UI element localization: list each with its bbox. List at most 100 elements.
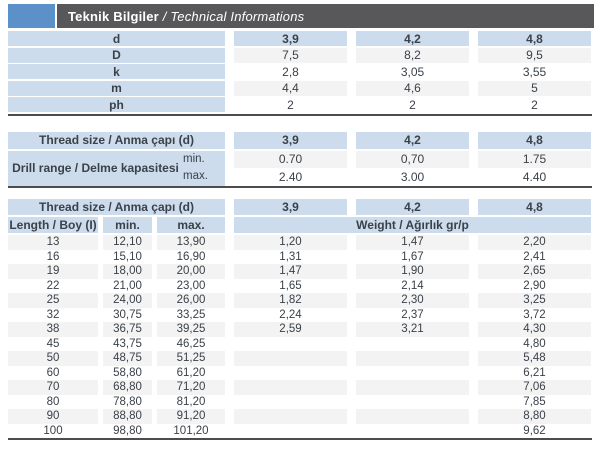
weight-cell: 2,41 [478,249,591,265]
min-label: min. [183,152,205,165]
dimension-value-cell: 9,5 [478,47,591,63]
max-cell: 71,20 [157,380,225,395]
min-cell: 88,80 [103,409,152,424]
min-cell: 18,00 [103,264,152,279]
dimension-row: k 2,8 3,05 3,55 [8,64,592,80]
min-cell: 68,80 [103,380,152,395]
weight-cell: 2,65 [478,264,591,279]
dimension-value-cell: 3,55 [478,64,591,80]
length-row: 25 24,00 26,00 1,82 2,30 3,25 [8,293,592,308]
min-cell: 15,10 [103,249,152,265]
min-cell: 12,10 [103,235,152,250]
weight-cell: 4,80 [478,336,591,352]
drill-range-label-cell: Drill range / Delme kapasitesi min. max. [8,150,225,186]
max-value-cell: 2.40 [234,168,347,186]
length-cell: 38 [8,322,98,337]
weight-cell: 3,25 [478,293,591,308]
weight-cell [356,351,469,366]
length-cell: 22 [8,278,98,294]
weight-cell: 5,48 [478,351,591,366]
length-weight-rows: 13 12,10 13,90 1,20 1,47 2,20 16 15,10 1… [0,235,600,439]
min-row: 0.70 0,70 1.75 [225,150,591,169]
size-column-header: 4,2 [356,198,469,216]
dimension-value-cell: 4,8 [478,31,591,46]
max-value-cell: 3.00 [356,168,469,186]
size-column-header: 4,2 [356,131,469,149]
weight-cell: 1,65 [234,278,347,294]
dimension-row: d 3,9 4,2 4,8 [8,31,592,46]
length-row: 16 15,10 16,90 1,31 1,67 2,41 [8,249,592,265]
min-column-header: min. [103,216,152,234]
length-row: 50 48,75 51,25 5,48 [8,351,592,366]
divider [8,438,592,441]
size-column-header: 4,8 [478,131,591,149]
dimension-value-cell: 2 [234,97,347,113]
weight-cell: 1,31 [234,249,347,265]
size-column-header: 4,8 [478,198,591,216]
weight-cell: 2,37 [356,307,469,323]
title-english: / Technical Informations [158,8,305,24]
length-row: 19 18,00 20,00 1,47 1,90 2,65 [8,264,592,279]
weight-cell [356,394,469,410]
min-cell: 58,80 [103,365,152,381]
title-turkish: Teknik Bilgiler [68,8,159,24]
max-row: 2.40 3.00 4.40 [225,168,591,186]
max-cell: 20,00 [157,264,225,279]
weight-cell: 7,85 [478,394,591,410]
drill-range-table: Thread size / Anma çapı (d) 3,9 4,2 4,8 … [0,131,600,186]
length-row: 22 21,00 23,00 1,65 2,14 2,90 [8,278,592,294]
max-cell: 61,20 [157,365,225,381]
weight-cell [234,423,347,439]
weight-cell: 2,20 [478,235,591,250]
weight-cell: 1,47 [356,235,469,250]
length-cell: 60 [8,365,98,381]
dimension-value-cell: 3,05 [356,64,469,80]
weight-cell [356,423,469,439]
min-value-cell: 0.70 [234,150,347,169]
length-cell: 45 [8,336,98,352]
dimension-row: ph 2 2 2 [8,97,592,113]
length-row: 13 12,10 13,90 1,20 1,47 2,20 [8,235,592,250]
weight-cell: 8,80 [478,409,591,424]
weight-column-header: Weight / Ağırlık gr/p [234,216,591,234]
length-row: 80 78,80 81,20 7,85 [8,394,592,410]
thread-size-header-label: Thread size / Anma çapı (d) [8,198,225,216]
weight-cell: 6,21 [478,365,591,381]
min-cell: 30,75 [103,307,152,323]
weight-cell: 3,21 [356,322,469,337]
weight-cell: 3,72 [478,307,591,323]
max-value-cell: 4.40 [478,168,591,186]
dimension-value-cell: 2,8 [234,64,347,80]
length-cell: 100 [8,423,98,439]
page-title: Teknik Bilgiler / Technical Informations [57,4,594,28]
length-cell: 80 [8,394,98,410]
min-max-labels: min. max. [183,151,225,186]
weight-cell: 1,90 [356,264,469,279]
length-cell: 70 [8,380,98,395]
dimension-row: m 4,4 4,6 5 [8,80,592,96]
dimension-label: ph [8,97,225,113]
weight-cell [234,394,347,410]
dimension-value-cell: 2 [356,97,469,113]
accent-block [8,4,55,28]
min-cell: 78,80 [103,394,152,410]
dimension-label: k [8,64,225,80]
min-cell: 36,75 [103,322,152,337]
length-cell: 25 [8,293,98,308]
dimension-value-cell: 4,2 [356,31,469,46]
thread-size-header-label: Thread size / Anma çapı (d) [8,131,225,149]
weight-cell [234,380,347,395]
dimension-row: D 7,5 8,2 9,5 [8,47,592,63]
size-column-header: 3,9 [234,131,347,149]
max-cell: 81,20 [157,394,225,410]
weight-cell [234,409,347,424]
min-cell: 98,80 [103,423,152,439]
max-cell: 23,00 [157,278,225,294]
dimension-value-cell: 4,4 [234,80,347,96]
max-cell: 16,90 [157,249,225,265]
length-row: 38 36,75 39,25 2,59 3,21 4,30 [8,322,592,337]
max-label: max. [183,170,208,183]
weight-cell: 1,82 [234,293,347,308]
title-bar: Teknik Bilgiler / Technical Informations [8,4,594,28]
length-cell: 32 [8,307,98,323]
